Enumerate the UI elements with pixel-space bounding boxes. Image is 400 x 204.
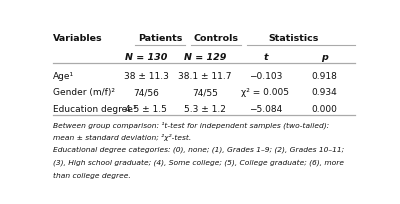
Text: 0.934: 0.934 [312,88,337,97]
Text: 38 ± 11.3: 38 ± 11.3 [124,72,168,81]
Text: 5.3 ± 1.2: 5.3 ± 1.2 [184,105,226,114]
Text: Controls: Controls [193,34,238,43]
Text: Variables: Variables [53,34,103,43]
Text: −0.103: −0.103 [249,72,282,81]
Text: 0.918: 0.918 [312,72,337,81]
Text: t: t [263,53,268,62]
Text: Statistics: Statistics [268,34,318,43]
Text: 74/55: 74/55 [192,88,218,97]
Text: (3), High school graduate; (4), Some college; (5), College graduate; (6), more: (3), High school graduate; (4), Some col… [53,160,344,166]
Text: 0.000: 0.000 [312,105,337,114]
Text: mean ± standard deviation; ²χ²-test.: mean ± standard deviation; ²χ²-test. [53,134,191,141]
Text: 38.1 ± 11.7: 38.1 ± 11.7 [178,72,232,81]
Text: −5.084: −5.084 [249,105,282,114]
Text: Age¹: Age¹ [53,72,74,81]
Text: than college degree.: than college degree. [53,173,131,179]
Text: 4.5 ± 1.5: 4.5 ± 1.5 [125,105,167,114]
Text: N = 129: N = 129 [184,53,226,62]
Text: Gender (m/f)²: Gender (m/f)² [53,88,115,97]
Text: χ² = 0.005: χ² = 0.005 [242,88,290,97]
Text: Educational degree categories: (0), none; (1), Grades 1–9; (2), Grades 10–11;: Educational degree categories: (0), none… [53,147,344,153]
Text: Patients: Patients [138,34,182,43]
Text: Education degree¹: Education degree¹ [53,105,136,114]
Text: 74/56: 74/56 [133,88,159,97]
Text: Between group comparison: ¹t-test for independent samples (two-tailed):: Between group comparison: ¹t-test for in… [53,121,329,129]
Text: N = 130: N = 130 [125,53,167,62]
Text: p: p [321,53,328,62]
